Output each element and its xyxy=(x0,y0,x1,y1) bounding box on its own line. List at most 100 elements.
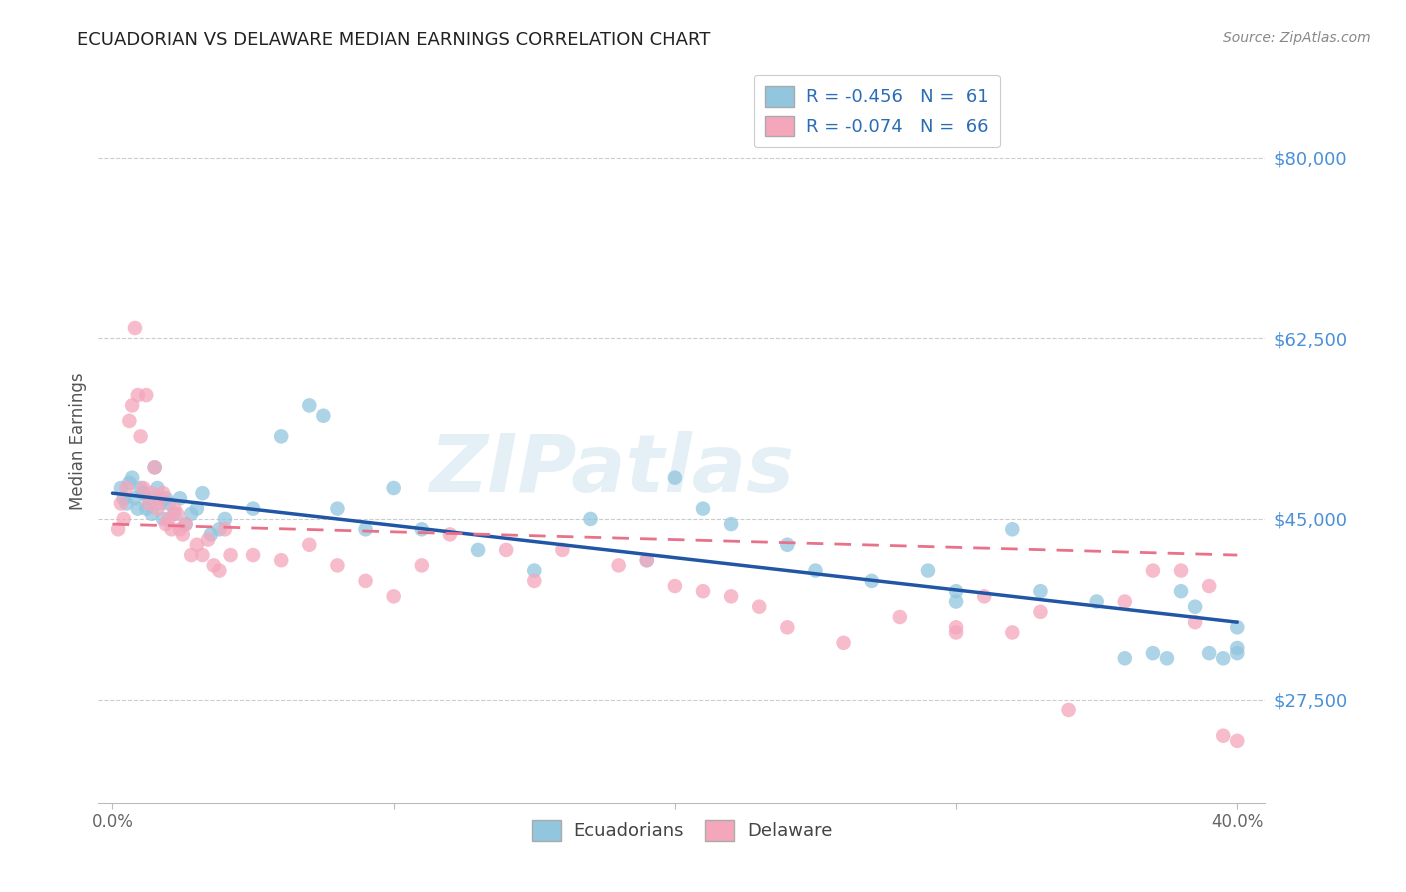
Point xyxy=(174,517,197,532)
Point xyxy=(129,429,152,443)
Point xyxy=(129,481,152,495)
Point xyxy=(1029,584,1052,599)
Point xyxy=(169,491,191,506)
Point xyxy=(748,599,770,614)
Point xyxy=(143,460,166,475)
Point xyxy=(1198,646,1220,660)
Point xyxy=(172,527,194,541)
Point xyxy=(860,574,883,588)
Point xyxy=(298,398,321,412)
Point xyxy=(132,481,155,495)
Point xyxy=(411,522,433,536)
Point xyxy=(124,491,146,506)
Point xyxy=(191,486,214,500)
Point xyxy=(945,625,967,640)
Point xyxy=(579,512,602,526)
Point xyxy=(132,486,155,500)
Point xyxy=(1226,640,1249,655)
Point xyxy=(1142,646,1164,660)
Text: Source: ZipAtlas.com: Source: ZipAtlas.com xyxy=(1223,31,1371,45)
Point xyxy=(411,558,433,573)
Y-axis label: Median Earnings: Median Earnings xyxy=(69,373,87,510)
Point xyxy=(155,517,177,532)
Point xyxy=(242,501,264,516)
Point xyxy=(1114,594,1136,608)
Point xyxy=(1184,599,1206,614)
Point xyxy=(1057,703,1080,717)
Point xyxy=(973,590,995,604)
Point xyxy=(467,542,489,557)
Point xyxy=(776,538,799,552)
Point xyxy=(1156,651,1178,665)
Point xyxy=(832,636,855,650)
Point xyxy=(115,481,138,495)
Point xyxy=(141,486,163,500)
Legend: Ecuadorians, Delaware: Ecuadorians, Delaware xyxy=(524,813,839,848)
Point xyxy=(354,574,377,588)
Point xyxy=(1212,729,1234,743)
Point xyxy=(115,496,138,510)
Point xyxy=(163,501,186,516)
Point xyxy=(169,522,191,536)
Point xyxy=(523,574,546,588)
Point xyxy=(495,542,517,557)
Point xyxy=(214,522,236,536)
Point xyxy=(208,564,231,578)
Point xyxy=(1198,579,1220,593)
Point xyxy=(186,501,208,516)
Point xyxy=(664,471,686,485)
Point xyxy=(242,548,264,562)
Point xyxy=(917,564,939,578)
Point xyxy=(200,527,222,541)
Point xyxy=(523,564,546,578)
Point xyxy=(326,558,349,573)
Point xyxy=(121,398,143,412)
Point xyxy=(160,522,183,536)
Point xyxy=(149,496,172,510)
Point xyxy=(118,475,141,490)
Point xyxy=(889,610,911,624)
Point xyxy=(121,471,143,485)
Point xyxy=(636,553,658,567)
Point xyxy=(138,491,160,506)
Point xyxy=(124,321,146,335)
Point xyxy=(720,590,742,604)
Point xyxy=(208,522,231,536)
Point xyxy=(1226,620,1249,634)
Point xyxy=(112,491,135,506)
Point xyxy=(692,501,714,516)
Point xyxy=(945,620,967,634)
Point xyxy=(141,507,163,521)
Point xyxy=(326,501,349,516)
Point xyxy=(186,538,208,552)
Point xyxy=(110,481,132,495)
Point xyxy=(152,486,174,500)
Point xyxy=(664,579,686,593)
Point xyxy=(1001,625,1024,640)
Point xyxy=(1170,584,1192,599)
Point xyxy=(110,496,132,510)
Point xyxy=(298,538,321,552)
Point xyxy=(1001,522,1024,536)
Point xyxy=(143,460,166,475)
Point xyxy=(146,481,169,495)
Point xyxy=(1114,651,1136,665)
Point xyxy=(219,548,242,562)
Point xyxy=(112,512,135,526)
Point xyxy=(1170,564,1192,578)
Point xyxy=(138,496,160,510)
Point xyxy=(1212,651,1234,665)
Point xyxy=(166,507,188,521)
Point xyxy=(174,517,197,532)
Point xyxy=(214,512,236,526)
Point xyxy=(197,533,219,547)
Point xyxy=(720,517,742,532)
Point xyxy=(157,512,180,526)
Point xyxy=(163,507,186,521)
Point xyxy=(202,558,225,573)
Point xyxy=(118,414,141,428)
Point xyxy=(354,522,377,536)
Point xyxy=(1029,605,1052,619)
Point xyxy=(127,501,149,516)
Text: ZIPatlas: ZIPatlas xyxy=(429,432,794,509)
